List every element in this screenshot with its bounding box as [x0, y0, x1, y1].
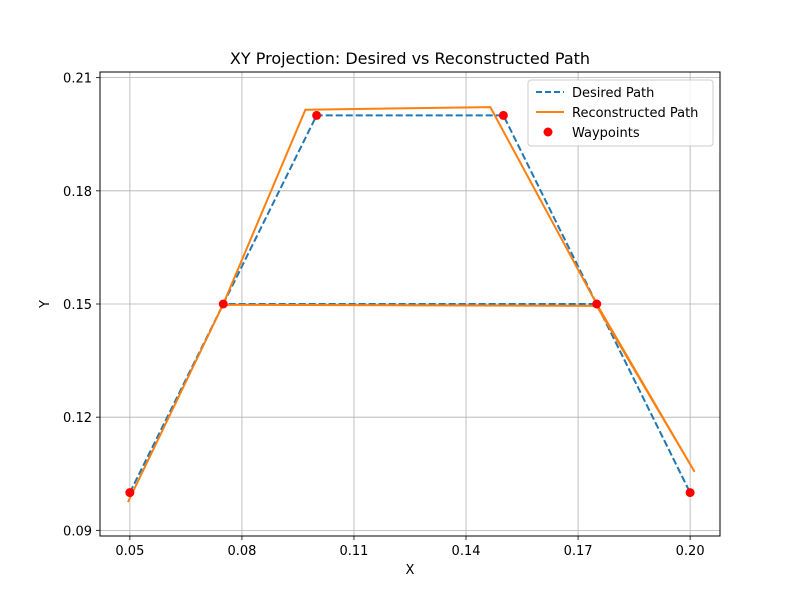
- y-tick-label: 0.09: [63, 524, 92, 539]
- waypoints-marker: [312, 110, 322, 120]
- x-tick-label: 0.11: [339, 544, 368, 559]
- x-tick-label: 0.14: [452, 544, 481, 559]
- legend: Desired Path Reconstructed Path Waypoints: [527, 79, 714, 147]
- waypoints-marker: [125, 488, 135, 498]
- x-tick-label: 0.17: [564, 544, 593, 559]
- y-tick-label: 0.15: [63, 298, 92, 313]
- legend-box: [527, 79, 714, 147]
- legend-label-desired-path: Desired Path: [572, 86, 654, 101]
- waypoints-marker: [685, 488, 695, 498]
- waypoints-marker: [498, 110, 508, 120]
- y-tick-label: 0.12: [63, 411, 92, 426]
- series-layer: [125, 106, 696, 503]
- x-tick-label: 0.05: [115, 544, 144, 559]
- waypoints-marker: [218, 299, 228, 309]
- y-tick-label: 0.18: [63, 185, 92, 200]
- y-tick-label: 0.21: [63, 72, 92, 87]
- chart-title: XY Projection: Desired vs Reconstructed …: [230, 49, 590, 68]
- axis-ticks: 0.05 0.08 0.11 0.14 0.17 0.20 0.09 0.12 0.15 0.18…: [63, 72, 705, 559]
- waypoints-marker: [592, 299, 602, 309]
- reconstructed-path-line: [127, 106, 696, 503]
- desired-path-line: [129, 114, 691, 494]
- legend-marker-waypoints: [543, 127, 553, 137]
- x-tick-label: 0.08: [227, 544, 256, 559]
- x-axis-label: X: [406, 563, 415, 578]
- legend-label-reconstructed-path: Reconstructed Path: [572, 106, 698, 121]
- legend-label-waypoints: Waypoints: [572, 126, 640, 141]
- x-tick-label: 0.20: [676, 544, 705, 559]
- y-axis-label: Y: [38, 300, 53, 309]
